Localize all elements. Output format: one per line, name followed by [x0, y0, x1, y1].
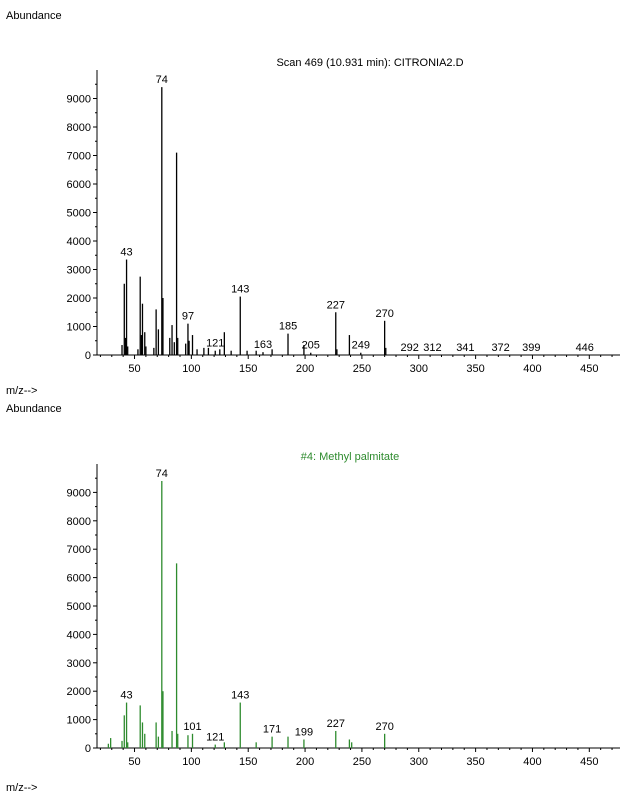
peak-labels: 43 74 97 121 143 163 185 205 227 249 270 292 312 341 3… [120, 74, 593, 354]
y-tick-label: 9000 [67, 94, 91, 106]
peak-label: 227 [327, 718, 345, 730]
spectrum-chart-top: Abundance Scan 469 (10.931 min): CITRONI… [6, 10, 620, 397]
peak-label: 143 [231, 284, 249, 296]
peak-label: 341 [456, 342, 474, 354]
x-tick-label: 50 [128, 756, 140, 768]
chart-title: Scan 469 (10.931 min): CITRONIA2.D [276, 57, 463, 69]
y-axis-label: Abundance [6, 10, 62, 22]
peak-label: 185 [279, 321, 297, 333]
peak-label: 121 [206, 338, 224, 350]
peak-label: 205 [302, 340, 320, 352]
spectrum-panel-bottom: Abundance #4: Methyl palmitate 0 1000 2000… [0, 398, 624, 796]
y-tick-label: 0 [85, 743, 91, 755]
peak-label: 163 [254, 339, 272, 351]
axes: 0 1000 2000 3000 4000 5000 6000 7000 8000 9000 50 1… [67, 464, 620, 768]
x-tick-label: 150 [239, 363, 257, 375]
y-tick-label: 8000 [67, 516, 91, 528]
peak-label: 270 [375, 721, 393, 733]
y-tick-label: 6000 [67, 179, 91, 191]
peak-label: 121 [206, 732, 224, 744]
peak-label: 270 [375, 308, 393, 320]
x-tick-label: 350 [466, 756, 484, 768]
spectrum-chart-bottom: Abundance #4: Methyl palmitate 0 1000 2000… [6, 403, 620, 794]
y-tick-label: 2000 [67, 293, 91, 305]
x-tick-label: 300 [410, 363, 428, 375]
peak-label: 312 [423, 342, 441, 354]
x-tick-label: 400 [523, 756, 541, 768]
peak-label: 171 [263, 724, 281, 736]
peak-label: 101 [183, 721, 201, 733]
bars [107, 481, 386, 748]
x-tick-label: 150 [239, 756, 257, 768]
y-tick-label: 7000 [67, 544, 91, 556]
y-tick-label: 0 [85, 350, 91, 362]
y-tick-label: 2000 [67, 686, 91, 698]
y-tick-label: 4000 [67, 236, 91, 248]
y-axis-label: Abundance [6, 403, 62, 415]
axes: 0 1000 2000 3000 4000 5000 6000 7000 8000 9000 50 1… [67, 70, 620, 375]
spectrum-panel-top: Abundance Scan 469 (10.931 min): CITRONI… [6, 10, 620, 397]
x-axis-label: m/z--> [6, 782, 37, 794]
peak-label: 249 [352, 340, 370, 352]
x-tick-label: 50 [128, 363, 140, 375]
y-tick-label: 6000 [67, 573, 91, 585]
y-tick-label: 5000 [67, 208, 91, 220]
peak-label: 74 [156, 468, 168, 480]
chart-title: #4: Methyl palmitate [301, 451, 399, 463]
x-tick-label: 250 [353, 756, 371, 768]
x-tick-label: 400 [523, 363, 541, 375]
y-tick-label: 4000 [67, 629, 91, 641]
peak-label: 372 [491, 342, 509, 354]
peak-label: 74 [156, 74, 168, 86]
x-tick-label: 200 [296, 363, 314, 375]
peak-label: 97 [182, 311, 194, 323]
y-tick-label: 5000 [67, 601, 91, 613]
y-tick-label: 1000 [67, 715, 91, 727]
x-tick-label: 100 [182, 363, 200, 375]
y-tick-label: 3000 [67, 658, 91, 670]
y-tick-label: 8000 [67, 122, 91, 134]
peak-labels: 43 74 101 121 143 171 199 227 270 [120, 468, 393, 744]
y-tick-label: 7000 [67, 151, 91, 163]
x-axis-label: m/z--> [6, 385, 37, 397]
peak-label: 143 [231, 690, 249, 702]
y-tick-label: 9000 [67, 487, 91, 499]
x-tick-label: 250 [353, 363, 371, 375]
x-tick-label: 450 [580, 756, 598, 768]
peak-label: 43 [120, 247, 132, 259]
x-tick-label: 350 [466, 363, 484, 375]
x-tick-label: 450 [580, 363, 598, 375]
peak-label: 43 [120, 690, 132, 702]
peak-label: 399 [522, 342, 540, 354]
peak-label: 227 [327, 299, 345, 311]
y-tick-label: 1000 [67, 322, 91, 334]
x-tick-label: 300 [410, 756, 428, 768]
y-tick-label: 3000 [67, 265, 91, 277]
peak-label: 446 [576, 342, 594, 354]
bars [121, 87, 387, 355]
peak-label: 199 [295, 726, 313, 738]
peak-label: 292 [400, 342, 418, 354]
x-tick-label: 100 [182, 756, 200, 768]
x-tick-label: 200 [296, 756, 314, 768]
